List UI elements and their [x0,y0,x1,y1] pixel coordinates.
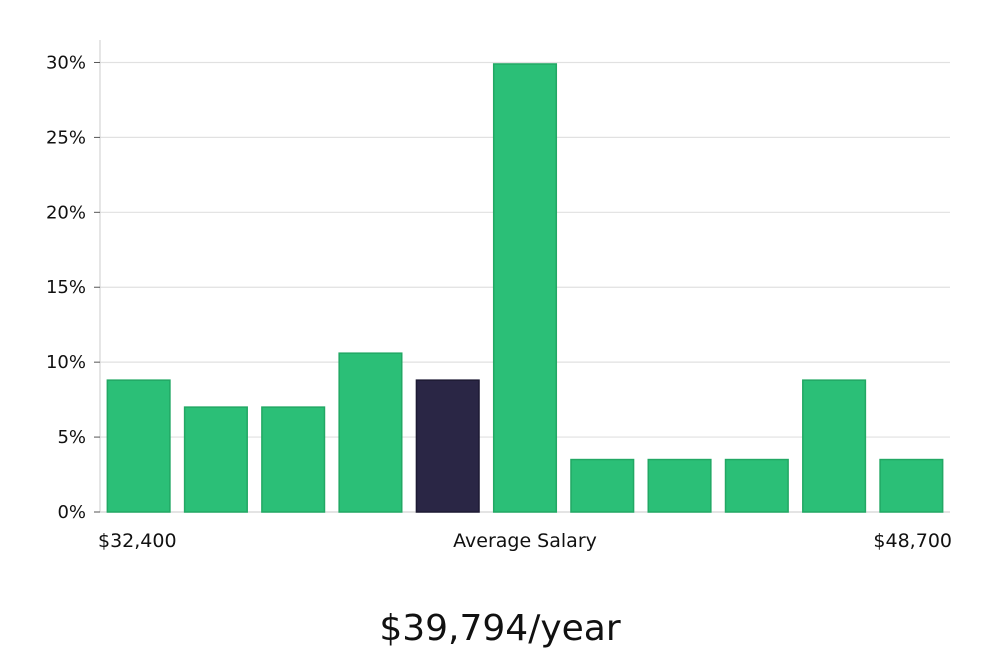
histogram-bar-average [415,379,480,513]
histogram-bar [802,379,867,513]
y-tick-label: 25% [46,127,86,148]
x-axis-labels: $32,400 Average Salary $48,700 [98,530,952,552]
histogram-bar [647,458,712,513]
histogram-bar [724,458,789,513]
histogram-bar [106,379,171,513]
y-tick-label: 20% [46,202,86,223]
x-end-label: $48,700 [873,530,952,552]
average-salary-value: $39,794/year [379,608,621,649]
y-axis-ticks: 0% 5% 10% 15% 20% 25% 30% [46,52,100,523]
histogram-bar [261,406,326,513]
y-tick-label: 0% [57,502,86,523]
y-tick-label: 15% [46,277,86,298]
y-tick-label: 10% [46,352,86,373]
x-center-label: Average Salary [453,530,597,552]
histogram-bar [570,458,635,513]
y-tick-label: 5% [57,427,86,448]
histogram-bar [183,406,248,513]
histogram-bar [492,63,558,513]
histogram-bar [879,458,944,513]
bars [106,63,944,513]
salary-histogram: 0% 5% 10% 15% 20% 25% 30% $32,400 Average Sala… [46,40,952,552]
y-tick-label: 30% [46,52,86,73]
x-start-label: $32,400 [98,530,177,552]
histogram-bar [338,352,403,513]
